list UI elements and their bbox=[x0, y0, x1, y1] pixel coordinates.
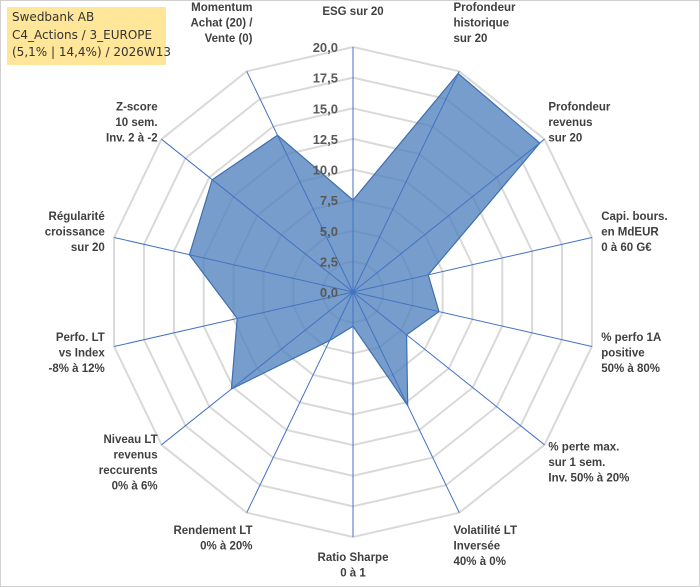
info-stats: (5,1% | 14,4%) / 2026W13 bbox=[12, 45, 171, 59]
axis-label: Rendement LT 0% à 20% bbox=[173, 525, 252, 553]
tick-label: 2,5 bbox=[320, 254, 338, 269]
axis-spoke bbox=[352, 237, 593, 293]
tick-label: 0,0 bbox=[320, 285, 338, 300]
info-box: Swedbank AB C4_Actions / 3_EUROPE (5,1% … bbox=[7, 7, 171, 65]
axis-spoke bbox=[352, 291, 460, 513]
tick-label: 20,0 bbox=[313, 40, 338, 55]
axis-label: Ratio Sharpe 0 à 1 bbox=[318, 552, 389, 580]
tick-label: 7,5 bbox=[320, 193, 338, 208]
axis-spoke bbox=[352, 138, 545, 293]
axis-label: Capi. bours. en MdEUR 0 à 60 G€ bbox=[601, 211, 667, 254]
axis-spoke bbox=[352, 71, 460, 293]
axis-label: Régularité croissance sur 20 bbox=[45, 211, 105, 254]
axis-spoke bbox=[246, 291, 354, 513]
axis-label: Niveau LT revenus reccurents 0% à 6% bbox=[99, 434, 158, 493]
axis-spoke bbox=[352, 291, 545, 446]
axis-spoke bbox=[352, 291, 593, 347]
axis-spoke bbox=[161, 291, 354, 446]
axis-label: NoteESG sur 20 bbox=[322, 0, 383, 18]
axis-label: Profondeur historique sur 20 bbox=[454, 2, 516, 45]
axis-label: Perfo. LT vs Index -8% à 12% bbox=[49, 332, 106, 375]
tick-label: 12,5 bbox=[313, 132, 338, 147]
axis-spoke bbox=[161, 138, 354, 293]
axis-label: Z-score 10 sem. Inv. 2 à -2 bbox=[106, 101, 158, 144]
axis-label: % perte max. sur 1 sem. Inv. 50% à 20% bbox=[548, 442, 629, 485]
axis-label: % perfo 1A positive 50% à 80% bbox=[601, 332, 661, 375]
axis-label: Volatilité LT Inversée 40% à 0% bbox=[454, 525, 517, 568]
axis-label: Profondeur revenus sur 20 bbox=[548, 101, 610, 144]
info-company: Swedbank AB bbox=[12, 10, 95, 24]
axis-spoke bbox=[113, 291, 354, 347]
tick-label: 10,0 bbox=[313, 163, 338, 178]
axis-spoke bbox=[246, 71, 354, 293]
info-category: C4_Actions / 3_EUROPE bbox=[12, 27, 153, 42]
tick-label: 5,0 bbox=[320, 224, 338, 239]
tick-label: 15,0 bbox=[313, 101, 338, 116]
axis-label: Momentum Achat (20) / Vente (0) bbox=[191, 2, 254, 45]
axis-spoke bbox=[113, 237, 354, 293]
tick-label: 17,5 bbox=[313, 71, 338, 86]
